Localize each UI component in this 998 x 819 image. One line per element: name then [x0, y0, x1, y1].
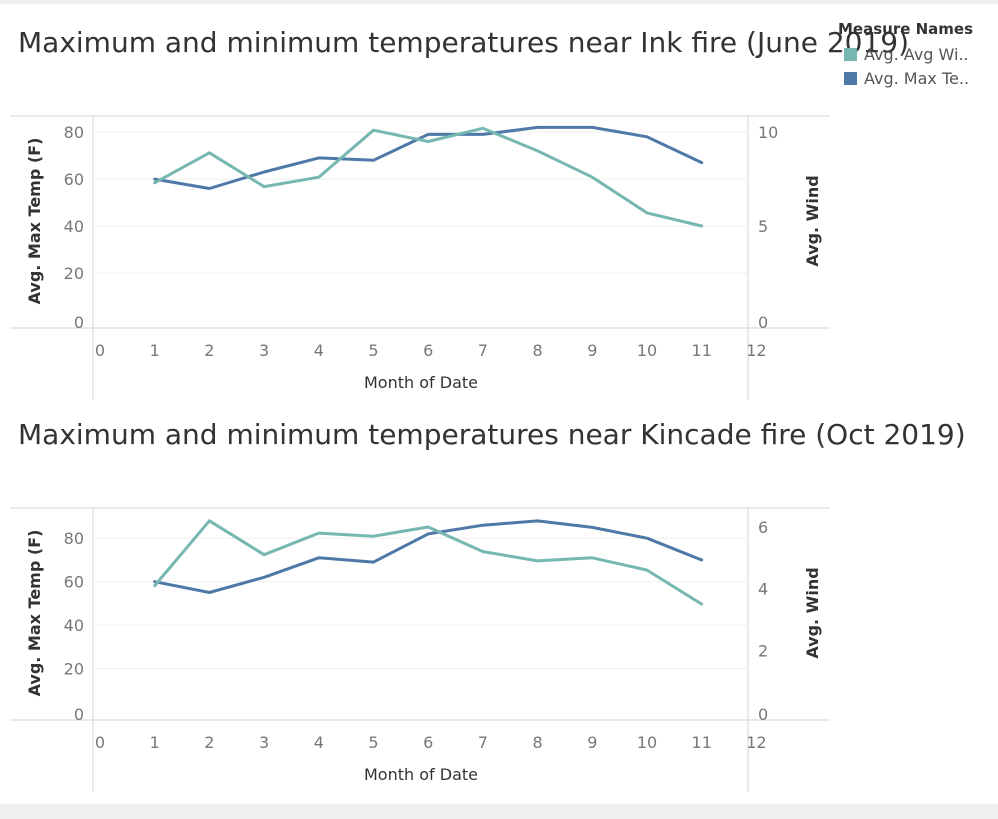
y-left-tick-label: 60 [64, 170, 84, 189]
x-tick-label: 2 [204, 341, 214, 360]
x-tick-label: 2 [204, 733, 214, 752]
bottom-bar [0, 804, 998, 819]
x-tick-label: 4 [314, 341, 324, 360]
y-right-tick-label: 2 [758, 641, 768, 660]
y-left-axis-title: Avg. Max Temp (F) [25, 138, 44, 305]
x-tick-label: 7 [478, 733, 488, 752]
y-right-tick-label: 6 [758, 518, 768, 537]
x-tick-label: 8 [533, 341, 543, 360]
legend-swatch-avg-max-temp [844, 71, 857, 85]
x-tick-label: 11 [692, 733, 712, 752]
x-tick-label: 4 [314, 733, 324, 752]
x-tick-label: 7 [478, 341, 488, 360]
x-tick-label: 1 [150, 341, 160, 360]
y-left-tick-label: 40 [64, 217, 84, 236]
x-tick-label: 10 [637, 341, 657, 360]
x-tick-label: 9 [587, 341, 597, 360]
x-tick-label: 5 [368, 341, 378, 360]
y-left-tick-label: 60 [64, 573, 84, 592]
legend-label-avg-max-temp: Avg. Max Te.. [864, 68, 970, 88]
y-right-axis-title: Avg. Wind [803, 567, 822, 658]
x-tick-label: 8 [533, 733, 543, 752]
x-axis-title: Month of Date [364, 765, 478, 784]
y-left-tick-label: 0 [74, 313, 84, 332]
y-right-axis-title: Avg. Wind [803, 175, 822, 266]
series-line-avg-wind [153, 126, 704, 228]
y-right-tick-label: 0 [758, 705, 768, 724]
legend-item-avg-wind[interactable]: Avg. Avg Wi.. [838, 42, 996, 66]
y-right-tick-label: 5 [758, 217, 768, 236]
chart-2-title: Maximum and minimum temperatures near Ki… [18, 418, 966, 451]
y-left-axis-title: Avg. Max Temp (F) [25, 530, 44, 697]
y-right-tick-label: 4 [758, 580, 768, 599]
legend-item-avg-max-temp[interactable]: Avg. Max Te.. [838, 66, 996, 90]
y-right-tick-label: 0 [758, 313, 768, 332]
x-tick-label: 0 [95, 733, 105, 752]
series-line-avg-max-temp [153, 125, 704, 190]
y-left-tick-label: 40 [64, 616, 84, 635]
x-tick-label: 6 [423, 733, 433, 752]
x-axis-title: Month of Date [364, 373, 478, 392]
y-left-tick-label: 80 [64, 123, 84, 142]
series-line-avg-wind [153, 519, 704, 606]
x-tick-label: 1 [150, 733, 160, 752]
legend-swatch-avg-wind [844, 47, 857, 61]
x-tick-label: 10 [637, 733, 657, 752]
x-tick-label: 12 [746, 733, 766, 752]
series-line-avg-max-temp [153, 519, 704, 594]
x-tick-label: 3 [259, 341, 269, 360]
top-bar [0, 0, 998, 4]
x-tick-label: 0 [95, 341, 105, 360]
x-tick-label: 9 [587, 733, 597, 752]
x-tick-label: 3 [259, 733, 269, 752]
y-left-tick-label: 20 [64, 264, 84, 283]
y-right-tick-label: 10 [758, 123, 778, 142]
y-left-tick-label: 80 [64, 529, 84, 548]
y-left-tick-label: 0 [74, 705, 84, 724]
x-tick-label: 12 [746, 341, 766, 360]
x-tick-label: 5 [368, 733, 378, 752]
x-tick-label: 11 [692, 341, 712, 360]
legend-title: Measure Names [838, 20, 974, 38]
chart-1-title: Maximum and minimum temperatures near In… [18, 26, 910, 59]
legend-label-avg-wind: Avg. Avg Wi.. [864, 44, 969, 64]
legend: Measure Names Avg. Avg Wi.. Avg. Max Te.… [838, 20, 996, 90]
x-tick-label: 6 [423, 341, 433, 360]
y-left-tick-label: 20 [64, 660, 84, 679]
